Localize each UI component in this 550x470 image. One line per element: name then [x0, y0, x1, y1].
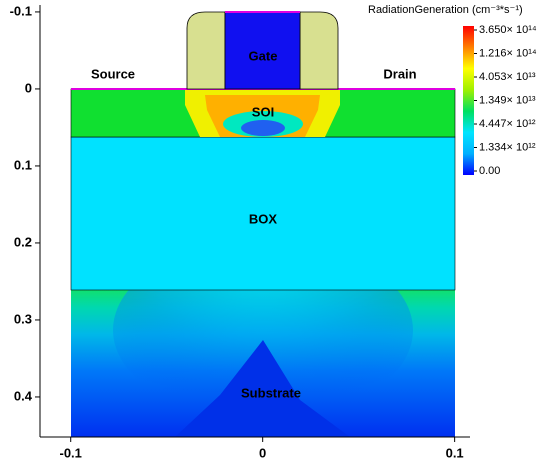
box-label: BOX	[249, 211, 278, 226]
y-tick-label: 0.1	[14, 157, 32, 172]
spacer-right	[299, 11, 339, 90]
axes	[39, 5, 470, 438]
spacer-left	[186, 11, 226, 90]
colorbar	[463, 26, 474, 175]
x-tick-label: 0	[259, 445, 266, 460]
colorbar-tick-label: 1.216× 10¹⁴	[479, 47, 537, 59]
colorbar-tick-label: 1.349× 10¹³	[479, 94, 536, 106]
y-tick-label: 0	[25, 80, 32, 95]
substrate-label: Substrate	[241, 385, 301, 400]
x-tick-label: -0.1	[60, 445, 82, 460]
box-region	[70, 136, 456, 291]
colorbar-tick-label: 1.334× 10¹²	[479, 141, 536, 153]
colorbar-title: RadiationGeneration (cm⁻³*s⁻¹)	[368, 4, 523, 16]
gate-region	[224, 11, 301, 90]
y-tick-label: 0.4	[14, 388, 33, 403]
substrate-core	[175, 340, 350, 437]
colorbar-tick-label: 4.053× 10¹³	[479, 71, 536, 83]
y-tick-label: 0.2	[14, 234, 32, 249]
y-tick-label: -0.1	[10, 3, 32, 18]
soi-center-core	[241, 120, 285, 136]
device	[70, 11, 456, 437]
source-label: Source	[91, 66, 135, 81]
soi-label: SOI	[252, 104, 274, 119]
x-tick-label: 0.1	[446, 445, 464, 460]
y-tick-label: 0.3	[14, 311, 32, 326]
drain-label: Drain	[383, 66, 416, 81]
colorbar-tick-label: 4.447× 10¹²	[479, 118, 536, 130]
colorbar-tick-label: 3.650× 10¹⁴	[479, 24, 537, 36]
gate-label: Gate	[249, 48, 278, 63]
colorbar-tick-label: 0.00	[479, 165, 500, 177]
